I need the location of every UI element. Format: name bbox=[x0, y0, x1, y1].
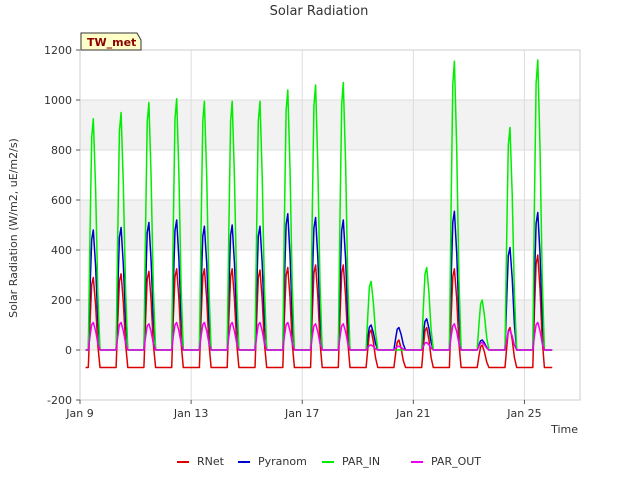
x-tick-label: Jan 25 bbox=[506, 407, 541, 420]
y-axis-label: Solar Radiation (W/m2, uE/m2/s) bbox=[7, 138, 20, 318]
y-tick-label: 1000 bbox=[44, 94, 72, 107]
series-line-par-out bbox=[85, 321, 553, 351]
y-tick-label: 0 bbox=[65, 344, 72, 357]
legend-item-pyranom: Pyranom bbox=[238, 455, 307, 468]
legend-item-rnet: RNet bbox=[177, 455, 225, 468]
grid-band bbox=[80, 300, 580, 350]
legend-label: RNet bbox=[197, 455, 225, 468]
station-badge-label: TW_met bbox=[87, 36, 136, 49]
y-tick-label: -200 bbox=[47, 394, 72, 407]
y-tick-label: 800 bbox=[51, 144, 72, 157]
x-tick-label: Jan 9 bbox=[65, 407, 93, 420]
legend-label: PAR_OUT bbox=[431, 455, 481, 468]
y-tick-label: 200 bbox=[51, 294, 72, 307]
series-layer bbox=[85, 59, 553, 369]
x-tick-label: Jan 17 bbox=[284, 407, 319, 420]
plot-frame bbox=[79, 49, 581, 401]
chart-title: Solar Radiation bbox=[270, 4, 369, 19]
grid-bands bbox=[80, 100, 580, 350]
y-tick-label: 400 bbox=[51, 244, 72, 257]
legend-label: PAR_IN bbox=[342, 455, 380, 468]
legend-label: Pyranom bbox=[258, 455, 307, 468]
y-tick-label: 600 bbox=[51, 194, 72, 207]
x-tick-label: Jan 13 bbox=[173, 407, 208, 420]
legend-item-par-in: PAR_IN bbox=[322, 455, 380, 468]
station-badge: TW_met bbox=[80, 32, 142, 51]
x-axis-ticks: Jan 9 Jan 13 Jan 17 Jan 21 Jan 25 bbox=[65, 400, 542, 420]
legend-item-par-out: PAR_OUT bbox=[411, 455, 481, 468]
x-tick-label: Jan 21 bbox=[395, 407, 430, 420]
y-axis-ticks: -200 0 200 400 600 800 1000 1200 bbox=[44, 44, 80, 407]
legend: RNet Pyranom PAR_IN PAR_OUT bbox=[177, 455, 481, 468]
series-line-par-in bbox=[85, 59, 553, 351]
y-tick-label: 1200 bbox=[44, 44, 72, 57]
x-axis-label: Time bbox=[550, 423, 578, 436]
grid-band bbox=[80, 100, 580, 150]
grid-band bbox=[80, 200, 580, 250]
